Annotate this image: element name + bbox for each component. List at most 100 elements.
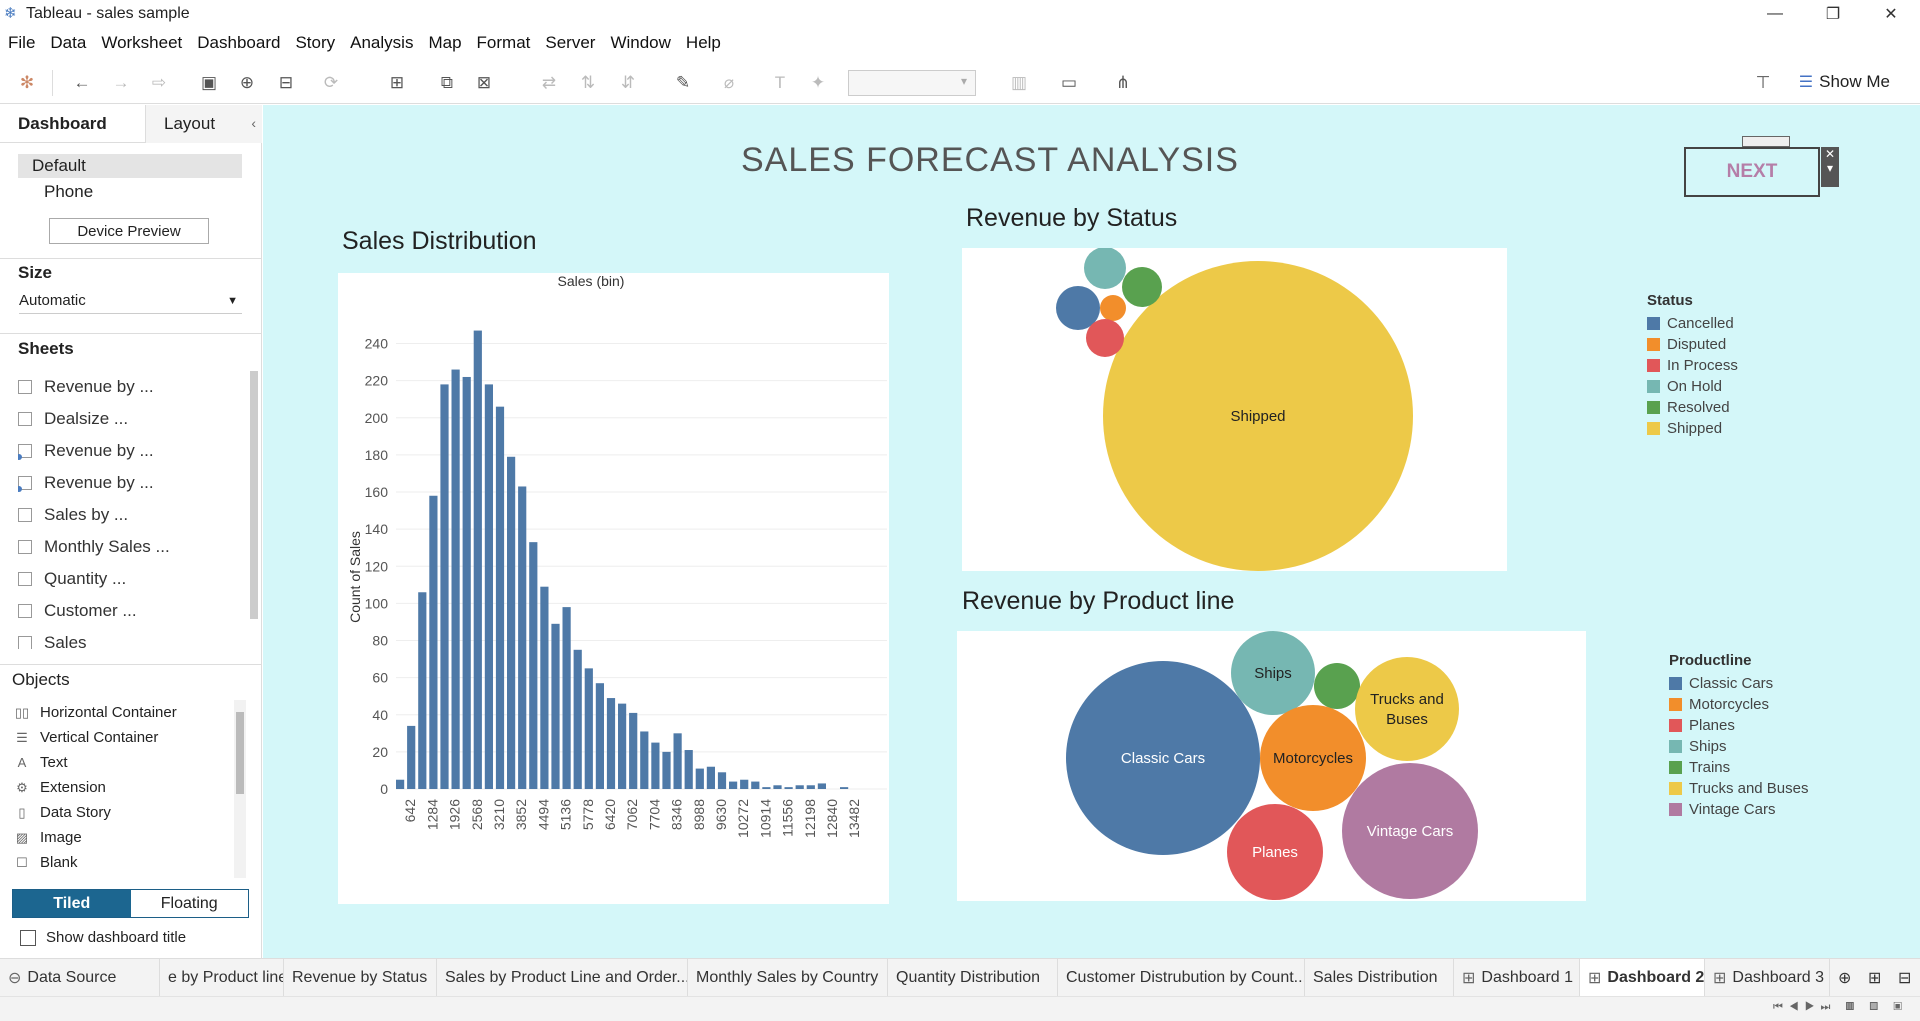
legend-item[interactable]: Classic Cars: [1669, 673, 1809, 694]
legend-item[interactable]: Motorcycles: [1669, 694, 1809, 715]
tab-dashboard-2[interactable]: ⊞ Dashboard 2: [1580, 959, 1705, 997]
scroll-thumb[interactable]: [236, 712, 244, 794]
histogram-bar[interactable]: [529, 542, 538, 789]
histogram-bar[interactable]: [629, 712, 638, 789]
histogram-bar[interactable]: [407, 725, 416, 789]
sheet-item[interactable]: Sales by ...: [18, 499, 248, 531]
sheet-item[interactable]: Customer ...: [18, 595, 248, 627]
device-preview-button[interactable]: Device Preview: [49, 218, 209, 244]
object-item[interactable]: ▯ Data Story: [14, 800, 234, 825]
histogram-bar[interactable]: [640, 731, 649, 789]
object-item[interactable]: ▨ Image: [14, 825, 234, 850]
tab-quantity-distribution[interactable]: Quantity Distribution: [888, 959, 1058, 997]
duplicate-icon[interactable]: ⧉: [440, 73, 454, 92]
floating-button[interactable]: Floating: [160, 894, 218, 912]
histogram-bar[interactable]: [462, 376, 471, 789]
histogram-bar[interactable]: [784, 787, 793, 789]
histogram-bar[interactable]: [440, 384, 449, 789]
swap-icon[interactable]: ⇄: [541, 73, 557, 92]
bubble-trucks-and-buses[interactable]: [1355, 657, 1459, 761]
sheet-item[interactable]: Dealsize ...: [18, 403, 248, 435]
histogram-bar[interactable]: [618, 703, 627, 789]
object-item[interactable]: ☐ Blank: [14, 850, 234, 875]
histogram-bar[interactable]: [651, 742, 660, 789]
histogram-bar[interactable]: [762, 787, 771, 789]
save-icon[interactable]: ▣: [200, 73, 218, 92]
histogram-bar[interactable]: [451, 369, 460, 789]
restore-icon[interactable]: ❐: [1825, 6, 1841, 23]
histogram-bar[interactable]: [840, 787, 849, 789]
legend-item[interactable]: Vintage Cars: [1669, 799, 1809, 820]
legend-item[interactable]: Trucks and Buses: [1669, 778, 1809, 799]
histogram-bar[interactable]: [673, 733, 682, 789]
sheet-item[interactable]: Sales: [18, 627, 248, 649]
legend-item[interactable]: Resolved: [1647, 397, 1738, 418]
highlight-icon[interactable]: ✎: [675, 73, 691, 92]
minimize-icon[interactable]: —: [1767, 5, 1783, 22]
bubble-cancelled[interactable]: [1056, 286, 1100, 330]
bubble-in-process[interactable]: [1086, 319, 1124, 357]
group-icon[interactable]: ⌀: [723, 73, 735, 92]
bubble-on-hold[interactable]: [1084, 248, 1126, 289]
legend-item[interactable]: Planes: [1669, 715, 1809, 736]
bubble-ships[interactable]: [1231, 631, 1315, 715]
histogram-bar[interactable]: [484, 384, 493, 789]
tab-dashboard-3[interactable]: ⊞ Dashboard 3: [1705, 959, 1830, 997]
close-icon[interactable]: ✕: [1884, 6, 1898, 23]
new-worksheet-icon[interactable]: ⊕: [1838, 970, 1852, 987]
presentation-icon[interactable]: ▭: [1060, 73, 1078, 92]
bubble-resolved[interactable]: [1122, 267, 1162, 307]
objects-scrollbar[interactable]: [234, 700, 246, 878]
histogram-bar[interactable]: [518, 486, 527, 789]
new-story-icon[interactable]: ⊟: [1898, 970, 1912, 987]
more-options-icon[interactable]: ▾: [1826, 161, 1834, 175]
redo-icon[interactable]: →: [112, 73, 130, 92]
histogram-bar[interactable]: [540, 586, 549, 789]
format-painter-icon[interactable]: ⊤: [1755, 73, 1771, 92]
new-dashboard-icon[interactable]: ⊞: [1868, 970, 1882, 987]
tab-dashboard[interactable]: Dashboard: [18, 114, 107, 133]
histogram-bar[interactable]: [595, 683, 604, 789]
histogram-bar[interactable]: [429, 495, 438, 789]
replay-icon[interactable]: ⇨: [151, 73, 167, 92]
new-datasource-icon[interactable]: ⊕: [239, 73, 255, 92]
next-button[interactable]: NEXT: [1684, 147, 1820, 197]
menu-story[interactable]: Story: [295, 33, 336, 52]
checkbox[interactable]: [20, 929, 36, 946]
histogram-bar[interactable]: [817, 783, 826, 789]
tab-sales-distribution[interactable]: Sales Distribution: [1305, 959, 1454, 997]
histogram-bar[interactable]: [573, 649, 582, 789]
histogram-bar[interactable]: [751, 781, 760, 789]
tab-revenue-by-status[interactable]: Revenue by Status: [284, 959, 437, 997]
histogram-bar[interactable]: [396, 779, 405, 789]
bubble-classic-cars[interactable]: [1066, 661, 1260, 855]
show-dashboard-title[interactable]: Show dashboard title: [20, 929, 186, 946]
histogram-bar[interactable]: [507, 456, 516, 789]
tab-monthly-sales[interactable]: Monthly Sales by Country: [688, 959, 888, 997]
sort-descending-icon[interactable]: ⇵: [620, 73, 636, 92]
legend-item[interactable]: Trains: [1669, 757, 1809, 778]
fit-icon[interactable]: ▥: [1010, 73, 1028, 92]
legend-item[interactable]: In Process: [1647, 355, 1738, 376]
histogram-bar[interactable]: [773, 785, 782, 789]
clear-sheet-icon[interactable]: ⊠: [476, 73, 492, 92]
sheets-scrollbar[interactable]: [250, 371, 258, 619]
undo-icon[interactable]: ←: [73, 73, 91, 92]
menu-map[interactable]: Map: [428, 33, 462, 52]
object-item[interactable]: A Text: [14, 750, 234, 775]
sheet-item[interactable]: Revenue by ...: [18, 371, 248, 403]
tab-dashboard-1[interactable]: ⊞ Dashboard 1: [1454, 959, 1580, 997]
drag-handle[interactable]: [1742, 136, 1790, 147]
histogram-bar[interactable]: [418, 592, 427, 789]
size-select[interactable]: Automatic ▼: [19, 290, 242, 314]
histogram-bar[interactable]: [684, 750, 693, 789]
show-me-button[interactable]: ☰ Show Me: [1799, 72, 1890, 92]
histogram-bar[interactable]: [662, 751, 671, 789]
device-default[interactable]: Default: [18, 154, 242, 178]
tab-sales-by-product-line[interactable]: Sales by Product Line and Order...: [437, 959, 688, 997]
tab-revenue-by-product-line[interactable]: e by Product line: [160, 959, 284, 997]
tiled-button[interactable]: Tiled: [13, 890, 131, 917]
histogram-bar[interactable]: [806, 785, 815, 789]
pause-updates-icon[interactable]: ⊟: [278, 73, 294, 92]
legend-item[interactable]: Cancelled: [1647, 313, 1738, 334]
